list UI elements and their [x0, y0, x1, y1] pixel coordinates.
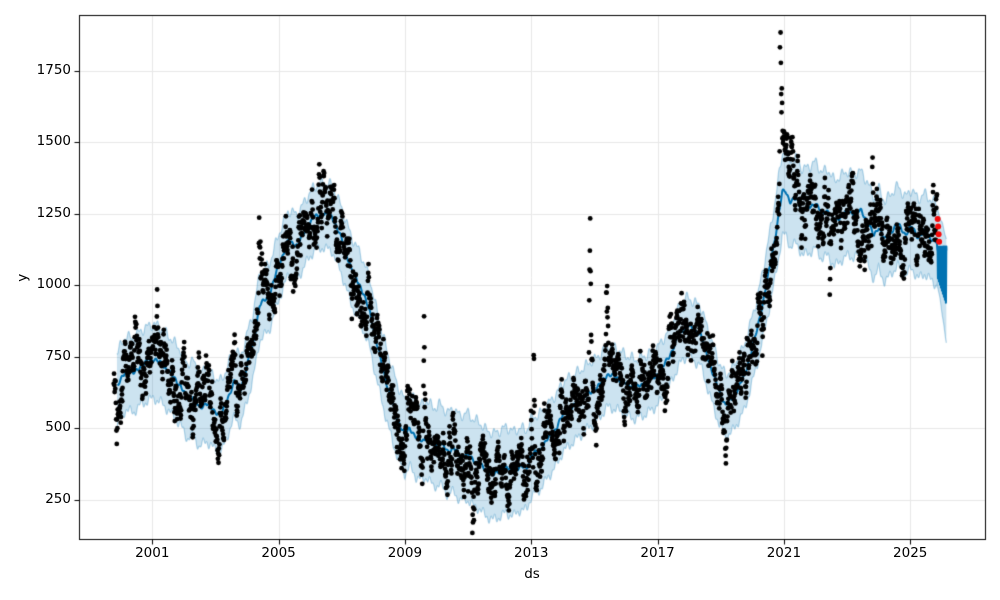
y-tick-label: 1250: [36, 204, 71, 221]
y-tick-label: 500: [45, 419, 71, 436]
x-tick-label: 2005: [261, 545, 296, 561]
y-tick-label: 1500: [36, 133, 71, 150]
y-tick-label: 250: [45, 490, 71, 507]
x-tick-label: 2001: [135, 545, 170, 561]
x-tick-label: 2025: [893, 545, 928, 561]
x-tick-label: 2009: [387, 545, 423, 561]
y-tick-label: 1750: [36, 61, 71, 78]
y-axis-label: y: [14, 273, 31, 282]
x-axis-label: ds: [524, 566, 540, 582]
x-tick-label: 2017: [640, 545, 675, 561]
x-tick-label: 2013: [514, 545, 549, 561]
x-tick-label: 2021: [766, 545, 802, 561]
y-tick-label: 1000: [36, 276, 71, 293]
y-tick-label: 750: [45, 347, 71, 364]
